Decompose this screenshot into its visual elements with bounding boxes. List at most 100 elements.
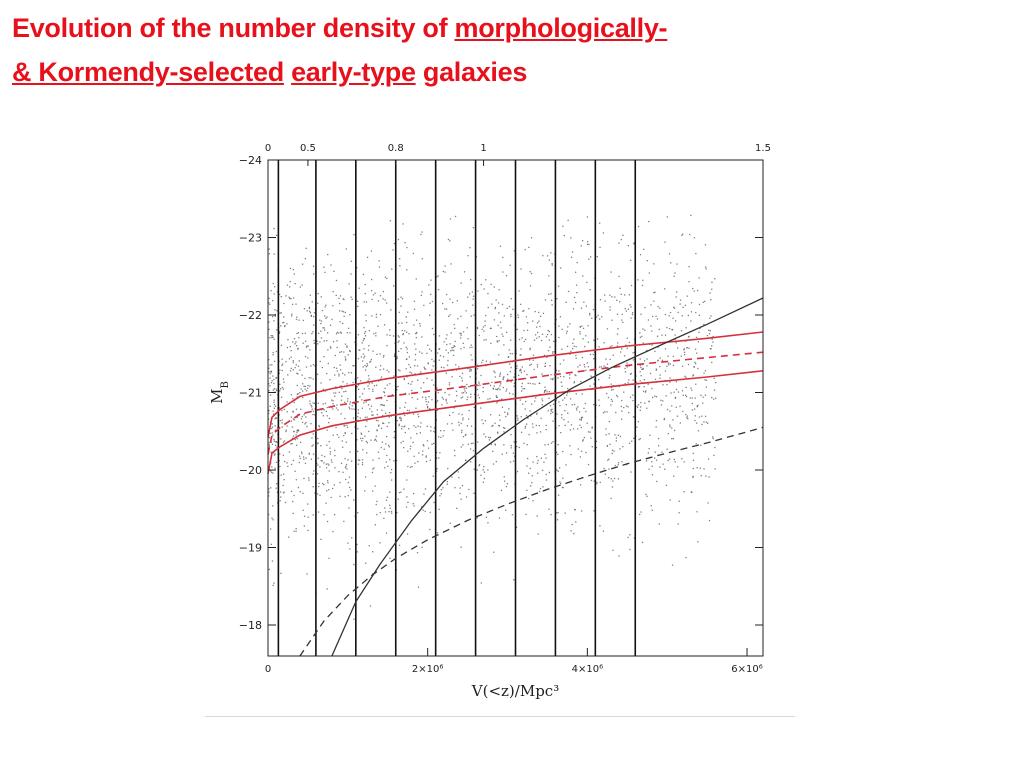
galaxy-point [685, 394, 687, 396]
galaxy-point [580, 416, 583, 419]
galaxy-point [302, 319, 304, 322]
galaxy-point [646, 260, 648, 262]
galaxy-point [598, 404, 601, 407]
galaxy-point [527, 457, 529, 460]
galaxy-point [481, 328, 483, 330]
galaxy-point [598, 399, 600, 401]
galaxy-point [269, 303, 271, 305]
galaxy-point [694, 348, 697, 350]
galaxy-point [553, 340, 555, 342]
galaxy-point [292, 411, 294, 413]
galaxy-point [693, 366, 695, 368]
galaxy-point [470, 425, 473, 427]
galaxy-point [357, 377, 359, 379]
galaxy-point [276, 310, 278, 312]
galaxy-point [543, 461, 545, 463]
galaxy-point [424, 368, 427, 370]
galaxy-point [364, 335, 367, 337]
galaxy-point [370, 358, 372, 361]
galaxy-point [672, 419, 674, 421]
galaxy-point [538, 320, 540, 322]
galaxy-point [342, 471, 344, 473]
galaxy-point [404, 402, 407, 404]
galaxy-point [282, 441, 285, 443]
galaxy-point [419, 323, 421, 325]
galaxy-point [614, 464, 616, 467]
galaxy-point [485, 314, 487, 317]
galaxy-point [349, 350, 351, 353]
galaxy-point [548, 293, 550, 295]
galaxy-point [518, 446, 520, 449]
galaxy-point [686, 295, 688, 297]
galaxy-point [425, 396, 427, 399]
galaxy-point [504, 480, 506, 482]
galaxy-point [306, 425, 308, 428]
galaxy-point [520, 371, 523, 374]
galaxy-point [520, 268, 522, 270]
galaxy-point [489, 397, 491, 400]
galaxy-point [526, 489, 528, 491]
galaxy-point [359, 417, 361, 419]
galaxy-point [299, 392, 301, 394]
galaxy-point [380, 404, 382, 406]
galaxy-point [268, 410, 270, 412]
galaxy-point [374, 485, 376, 487]
galaxy-point [678, 500, 680, 502]
galaxy-point [436, 276, 438, 278]
galaxy-point [478, 334, 480, 337]
galaxy-point [518, 338, 521, 341]
galaxy-point [376, 429, 378, 431]
galaxy-point [455, 364, 457, 366]
galaxy-point [336, 404, 338, 406]
galaxy-point [616, 345, 619, 347]
galaxy-point [625, 344, 627, 346]
galaxy-point [461, 431, 463, 433]
galaxy-point [497, 302, 500, 304]
galaxy-point [289, 280, 291, 283]
galaxy-point [327, 480, 329, 482]
galaxy-point [411, 381, 413, 383]
galaxy-point [637, 404, 640, 406]
galaxy-point [407, 450, 409, 452]
galaxy-point [544, 390, 546, 392]
x-tick-label: 0 [265, 664, 271, 675]
galaxy-point [642, 390, 645, 393]
galaxy-point [480, 582, 482, 584]
galaxy-point [693, 290, 695, 292]
galaxy-point [308, 453, 310, 455]
galaxy-point [705, 266, 707, 268]
galaxy-point [392, 249, 394, 251]
galaxy-point [318, 426, 320, 428]
galaxy-point [556, 413, 558, 415]
galaxy-point [705, 421, 708, 423]
galaxy-point [690, 214, 692, 217]
galaxy-point [333, 366, 335, 369]
galaxy-point [632, 379, 634, 381]
galaxy-point [269, 405, 271, 407]
galaxy-point [472, 227, 475, 229]
galaxy-point [326, 316, 328, 318]
galaxy-point [449, 298, 451, 300]
galaxy-point [430, 430, 432, 432]
top-tick-label: 1 [480, 143, 486, 154]
galaxy-point [624, 308, 626, 310]
galaxy-point [400, 442, 402, 444]
galaxy-point [400, 419, 402, 422]
galaxy-point [396, 356, 398, 358]
galaxy-point [340, 331, 342, 333]
galaxy-point [407, 311, 409, 313]
galaxy-point [272, 354, 274, 356]
galaxy-point [496, 341, 499, 343]
galaxy-point [424, 368, 426, 370]
galaxy-point [295, 530, 297, 532]
galaxy-point [682, 233, 684, 235]
galaxy-point [438, 508, 440, 510]
galaxy-point [640, 406, 642, 408]
galaxy-point [269, 432, 271, 434]
galaxy-point [368, 383, 370, 385]
galaxy-point [288, 536, 290, 538]
galaxy-point [509, 352, 512, 355]
galaxy-point [283, 473, 285, 475]
galaxy-point [466, 398, 468, 401]
galaxy-point [275, 444, 277, 446]
